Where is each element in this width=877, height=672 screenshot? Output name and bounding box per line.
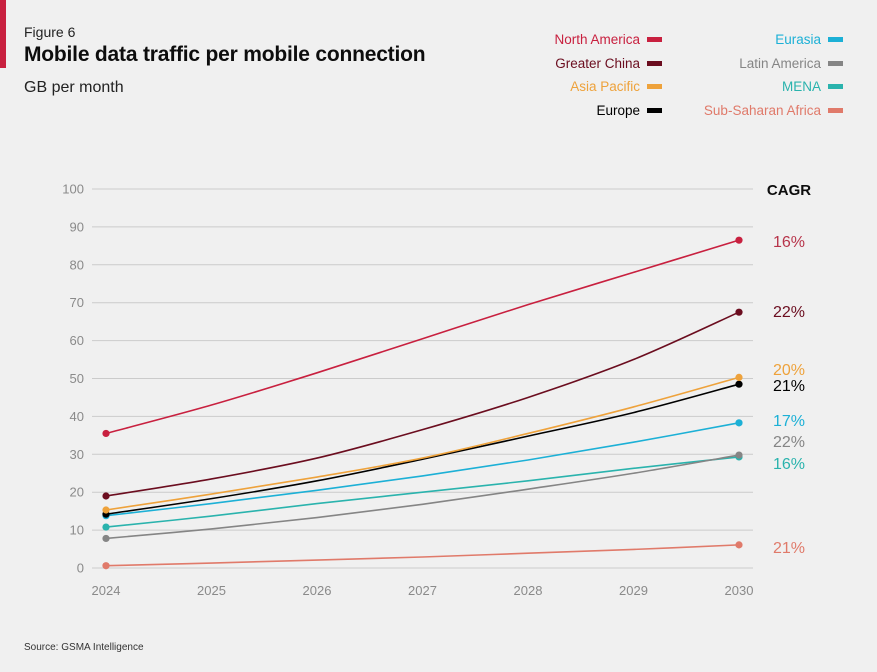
series-sub-saharan-africa — [102, 541, 743, 570]
start-point-asia-pacific — [102, 506, 110, 514]
x-tick-label: 2028 — [514, 583, 543, 598]
end-point-eurasia — [735, 419, 743, 427]
cagr-label-europe: 21% — [773, 378, 805, 395]
x-tick-label: 2027 — [408, 583, 437, 598]
legend-swatch — [828, 84, 843, 90]
legend-swatch — [647, 84, 662, 90]
legend-item-greater-china: Greater China — [555, 52, 662, 76]
series-line-greater-china — [105, 311, 740, 497]
legend-label: North America — [554, 32, 640, 48]
y-tick-label: 30 — [70, 447, 84, 462]
y-tick-label: 40 — [70, 409, 84, 424]
end-point-asia-pacific — [735, 373, 743, 381]
series-lines — [102, 236, 743, 570]
x-tick-label: 2026 — [303, 583, 332, 598]
legend-label: Asia Pacific — [570, 79, 640, 95]
series-asia-pacific — [102, 373, 743, 514]
end-point-greater-china — [735, 308, 743, 316]
cagr-label-eurasia: 17% — [773, 413, 805, 430]
series-latin-america — [102, 451, 743, 543]
x-tick-label: 2024 — [92, 583, 121, 598]
cagr-label-north-america: 16% — [773, 234, 805, 251]
end-point-sub-saharan-africa — [735, 541, 743, 549]
legend-swatch — [647, 107, 662, 113]
legend-label: Eurasia — [775, 32, 821, 48]
y-tick-label: 10 — [70, 523, 84, 538]
source-note: Source: GSMA Intelligence — [24, 642, 144, 653]
start-point-sub-saharan-africa — [102, 562, 110, 570]
legend-item-europe: Europe — [596, 99, 662, 123]
accent-bar — [0, 0, 6, 68]
legend-item-sub-saharan-africa: Sub-Saharan Africa — [704, 99, 843, 123]
legend-item-mena: MENA — [782, 75, 843, 99]
gridlines — [92, 188, 753, 569]
legend-swatch — [647, 37, 662, 43]
start-point-mena — [102, 523, 110, 531]
cagr-label-sub-saharan-africa: 21% — [773, 540, 805, 557]
legend-column-2: Eurasia Latin America MENA Sub-Saharan A… — [704, 28, 843, 122]
legend-item-eurasia: Eurasia — [775, 28, 843, 52]
legend-item-north-america: North America — [554, 28, 662, 52]
series-line-sub-saharan-africa — [105, 544, 740, 567]
start-point-greater-china — [102, 492, 110, 500]
series-line-eurasia — [105, 422, 740, 517]
y-tick-label: 70 — [70, 295, 84, 310]
series-line-north-america — [105, 239, 740, 435]
legend-swatch — [647, 60, 662, 66]
x-axis-ticks: 2024 2025 2026 2027 2028 2029 2030 — [92, 583, 754, 598]
legend-label: Europe — [596, 102, 640, 118]
end-point-latin-america — [735, 451, 743, 459]
series-line-asia-pacific — [105, 376, 740, 511]
cagr-header: CAGR — [767, 182, 811, 199]
y-tick-label: 60 — [70, 333, 84, 348]
y-tick-label: 90 — [70, 219, 84, 234]
chart-title: Mobile data traffic per mobile connectio… — [24, 43, 426, 66]
y-tick-label: 50 — [70, 371, 84, 386]
legend-item-latin-america: Latin America — [739, 52, 843, 76]
start-point-latin-america — [102, 534, 110, 543]
x-tick-label: 2025 — [197, 583, 226, 598]
y-tick-label: 0 — [77, 561, 84, 576]
legend-swatch — [828, 37, 843, 43]
end-point-north-america — [735, 236, 743, 244]
y-tick-label: 100 — [62, 182, 84, 197]
start-point-north-america — [102, 429, 110, 438]
y-axis-ticks: 0 10 20 30 40 50 60 70 80 90 100 — [62, 182, 84, 576]
legend-item-asia-pacific: Asia Pacific — [570, 75, 662, 99]
cagr-label-greater-china: 22% — [773, 304, 805, 321]
series-greater-china — [102, 308, 743, 500]
legend-label: MENA — [781, 79, 821, 95]
series-north-america — [102, 236, 743, 438]
series-europe — [102, 380, 743, 518]
series-line-latin-america — [105, 454, 740, 540]
y-tick-label: 20 — [70, 485, 84, 500]
legend-label: Greater China — [555, 55, 640, 71]
chart-subtitle: GB per month — [24, 79, 124, 96]
legend-swatch — [828, 60, 843, 66]
legend-label: Sub-Saharan Africa — [703, 102, 821, 118]
legend-label: Latin America — [739, 55, 821, 71]
series-line-europe — [105, 383, 740, 515]
cagr-label-latin-america: 22% — [773, 434, 805, 451]
x-tick-label: 2029 — [619, 583, 648, 598]
series-line-mena — [105, 456, 740, 528]
end-point-europe — [735, 380, 743, 388]
y-tick-label: 80 — [70, 257, 84, 272]
legend-column-1: North America Greater China Asia Pacific… — [554, 28, 662, 122]
cagr-label-mena: 16% — [773, 456, 805, 473]
figure-label: Figure 6 — [24, 24, 76, 40]
legend-swatch — [828, 107, 843, 113]
cagr-label-asia-pacific: 20% — [773, 362, 805, 379]
x-tick-label: 2030 — [725, 583, 754, 598]
